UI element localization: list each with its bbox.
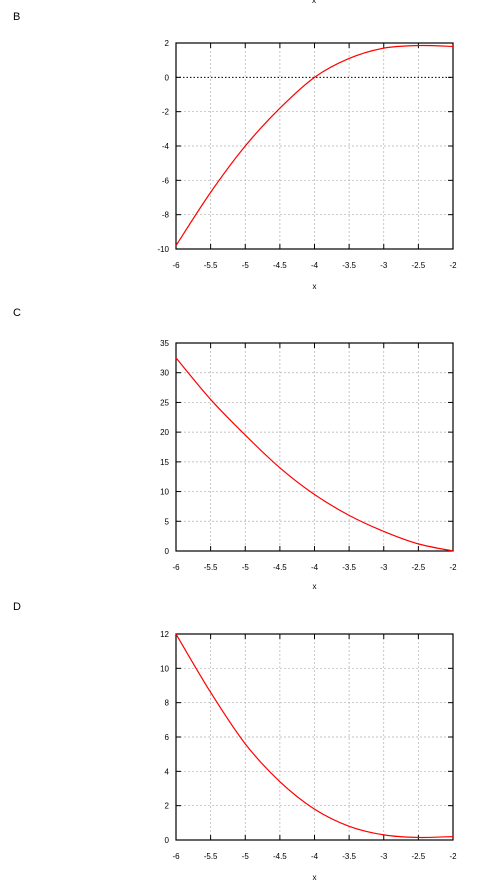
x-tick-label: -4 (311, 261, 319, 270)
y-tick-label: -6 (162, 176, 170, 185)
x-tick-label: -5 (242, 261, 250, 270)
chart-panel-c: -6 -5.5 -5 -4.5 -4 -3.5 -3 -2.5 -2 0 5 10 15 20 25 30 35… (160, 339, 457, 591)
x-tick-label: -4 (311, 563, 319, 572)
x-tick-label: -5 (242, 852, 250, 861)
y-tick-label: 12 (160, 630, 169, 639)
x-tick-label: -2.5 (411, 563, 425, 572)
y-tick-label: 10 (160, 488, 169, 497)
x-tick-label: -3 (380, 563, 388, 572)
y-tick-label: -8 (162, 211, 170, 220)
y-tick-label: 0 (165, 836, 170, 845)
y-tick-label: 0 (165, 547, 170, 556)
y-tick-label: -10 (157, 245, 169, 254)
y-tick-label: 25 (160, 398, 169, 407)
y-tick-label: 4 (165, 767, 170, 776)
x-tick-label: -3.5 (342, 563, 356, 572)
x-tick-label: -3.5 (342, 852, 356, 861)
x-tick-label: -2 (449, 852, 457, 861)
panel-label-b: B (13, 11, 21, 23)
x-tick-label: -5.5 (204, 852, 218, 861)
y-tick-label: 30 (160, 369, 169, 378)
y-tick-label: 6 (165, 733, 170, 742)
y-tick-label: 0 (165, 73, 170, 82)
x-tick-label: -4.5 (273, 261, 287, 270)
plot-frame (175, 633, 454, 841)
y-tick-label: 15 (160, 458, 169, 467)
x-tick-label: -5.5 (204, 563, 218, 572)
y-tick-label: -4 (162, 142, 170, 151)
y-tick-label: 2 (165, 802, 170, 811)
x-tick-label: -2 (449, 563, 457, 572)
series-line (175, 44, 454, 246)
y-tick-label: 10 (160, 664, 169, 673)
x-tick-label: -5 (242, 563, 250, 572)
top-cut-x-label-area: x (312, 0, 316, 5)
series-line (175, 357, 454, 552)
panel-label-d: D (13, 601, 21, 613)
plot-frame (175, 342, 454, 552)
x-axis-label: x (313, 282, 317, 291)
chart-panel-b: -6 -5.5 -5 -4.5 -4 -3.5 -3 -2.5 -2 -10 -8 -6 -4 -2 0 2 x (157, 39, 457, 291)
y-tick-label: 20 (160, 428, 169, 437)
y-tick-label: 35 (160, 339, 169, 348)
y-tick-label: -2 (162, 108, 170, 117)
x-tick-label: -4.5 (273, 852, 287, 861)
x-tick-label: -2.5 (411, 261, 425, 270)
x-tick-label: -6 (172, 852, 180, 861)
series-line (175, 633, 454, 839)
x-tick-label: -3 (380, 852, 388, 861)
x-tick-label: -2.5 (411, 852, 425, 861)
x-tick-label: -6 (172, 261, 180, 270)
y-tick-label: 8 (165, 699, 170, 708)
x-tick-label: -4 (311, 852, 319, 861)
x-tick-label: -4.5 (273, 563, 287, 572)
y-tick-label: 2 (165, 39, 170, 48)
plot-frame (175, 42, 454, 250)
x-axis-label: x (313, 873, 317, 882)
x-tick-label: -2 (449, 261, 457, 270)
x-tick-label: -6 (172, 563, 180, 572)
x-tick-label: -3 (380, 261, 388, 270)
x-tick-label: -3.5 (342, 261, 356, 270)
y-tick-label: 5 (165, 517, 170, 526)
top-cut-x-label: x (312, 0, 316, 5)
panel-label-c: C (13, 307, 21, 319)
x-axis-label: x (313, 582, 317, 591)
x-tick-label: -5.5 (204, 261, 218, 270)
chart-panel-d: -6 -5.5 -5 -4.5 -4 -3.5 -3 -2.5 -2 0 2 4 6 8 10 12 x (160, 630, 457, 882)
